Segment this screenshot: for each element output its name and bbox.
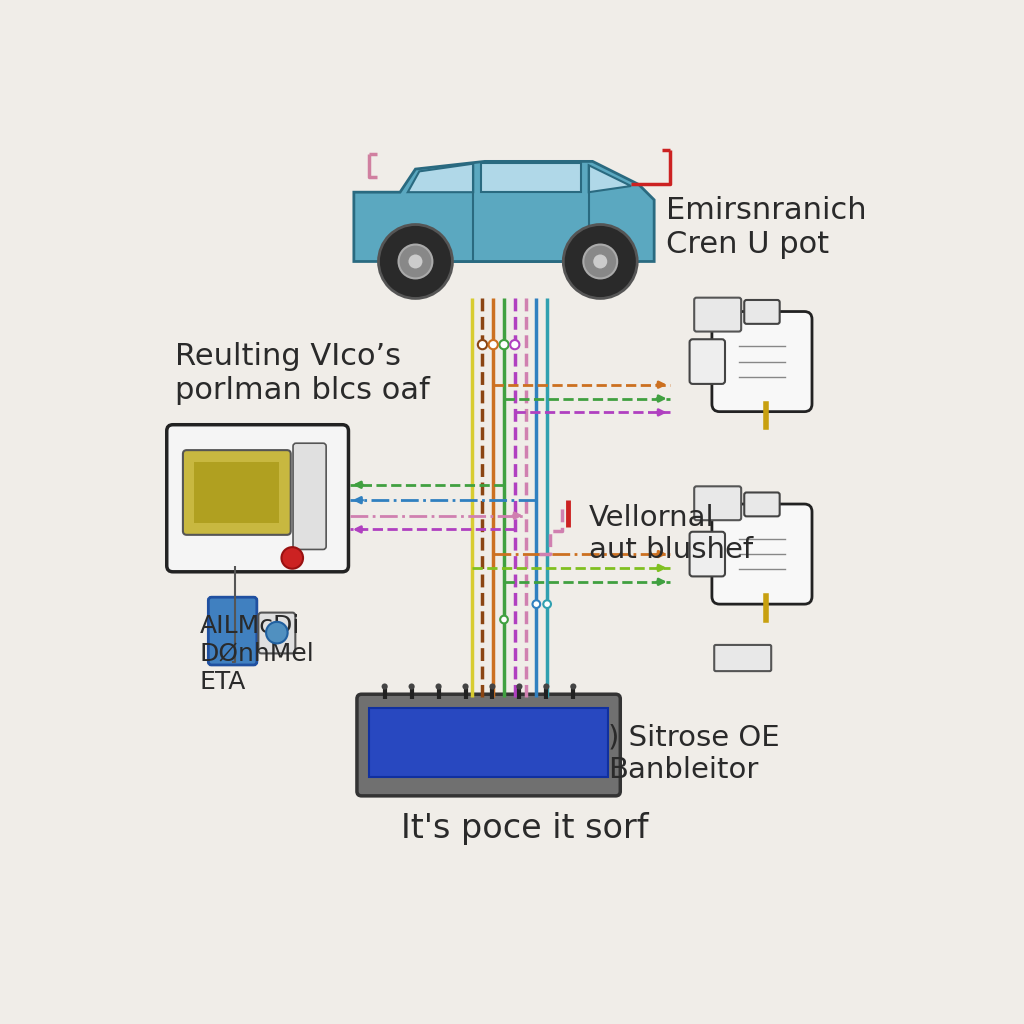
- Text: Emirsnranich
Cren U pot: Emirsnranich Cren U pot: [666, 196, 866, 259]
- Circle shape: [500, 340, 509, 349]
- FancyBboxPatch shape: [694, 486, 741, 520]
- Text: ) Sitrose OE
Banbleitor: ) Sitrose OE Banbleitor: [608, 724, 779, 784]
- FancyBboxPatch shape: [258, 612, 295, 653]
- Circle shape: [409, 683, 415, 689]
- FancyBboxPatch shape: [712, 504, 812, 604]
- FancyBboxPatch shape: [167, 425, 348, 571]
- Text: Reulting VIco’s
porlman blcs oaf: Reulting VIco’s porlman blcs oaf: [175, 342, 430, 404]
- Circle shape: [398, 245, 432, 279]
- Circle shape: [266, 622, 288, 643]
- Circle shape: [408, 254, 423, 269]
- Circle shape: [500, 615, 508, 624]
- FancyBboxPatch shape: [689, 531, 725, 577]
- FancyBboxPatch shape: [714, 645, 771, 671]
- Circle shape: [478, 340, 487, 349]
- Polygon shape: [589, 165, 631, 193]
- Circle shape: [544, 600, 551, 608]
- Circle shape: [463, 683, 469, 689]
- Polygon shape: [354, 162, 654, 261]
- Circle shape: [282, 547, 303, 568]
- Text: AILMcDi
DØnhMel
ETA: AILMcDi DØnhMel ETA: [200, 614, 314, 693]
- FancyBboxPatch shape: [370, 708, 608, 777]
- FancyBboxPatch shape: [694, 298, 741, 332]
- Circle shape: [532, 600, 541, 608]
- FancyBboxPatch shape: [744, 300, 779, 324]
- Circle shape: [584, 245, 617, 279]
- Circle shape: [382, 683, 388, 689]
- Circle shape: [593, 254, 608, 269]
- FancyBboxPatch shape: [183, 451, 291, 535]
- FancyBboxPatch shape: [357, 694, 621, 796]
- FancyBboxPatch shape: [744, 493, 779, 516]
- FancyBboxPatch shape: [293, 443, 326, 550]
- Circle shape: [516, 683, 522, 689]
- Text: Vellornal
aut blushef: Vellornal aut blushef: [589, 504, 753, 564]
- Polygon shape: [481, 163, 581, 193]
- FancyBboxPatch shape: [712, 311, 812, 412]
- FancyBboxPatch shape: [195, 462, 280, 523]
- Circle shape: [488, 340, 498, 349]
- FancyBboxPatch shape: [208, 597, 257, 665]
- Circle shape: [563, 224, 637, 298]
- Circle shape: [544, 683, 550, 689]
- FancyBboxPatch shape: [689, 339, 725, 384]
- Circle shape: [489, 683, 496, 689]
- Circle shape: [435, 683, 441, 689]
- Text: It's poce it sorf: It's poce it sorf: [401, 812, 648, 845]
- Circle shape: [510, 340, 519, 349]
- Polygon shape: [408, 164, 473, 193]
- Circle shape: [379, 224, 453, 298]
- Circle shape: [570, 683, 577, 689]
